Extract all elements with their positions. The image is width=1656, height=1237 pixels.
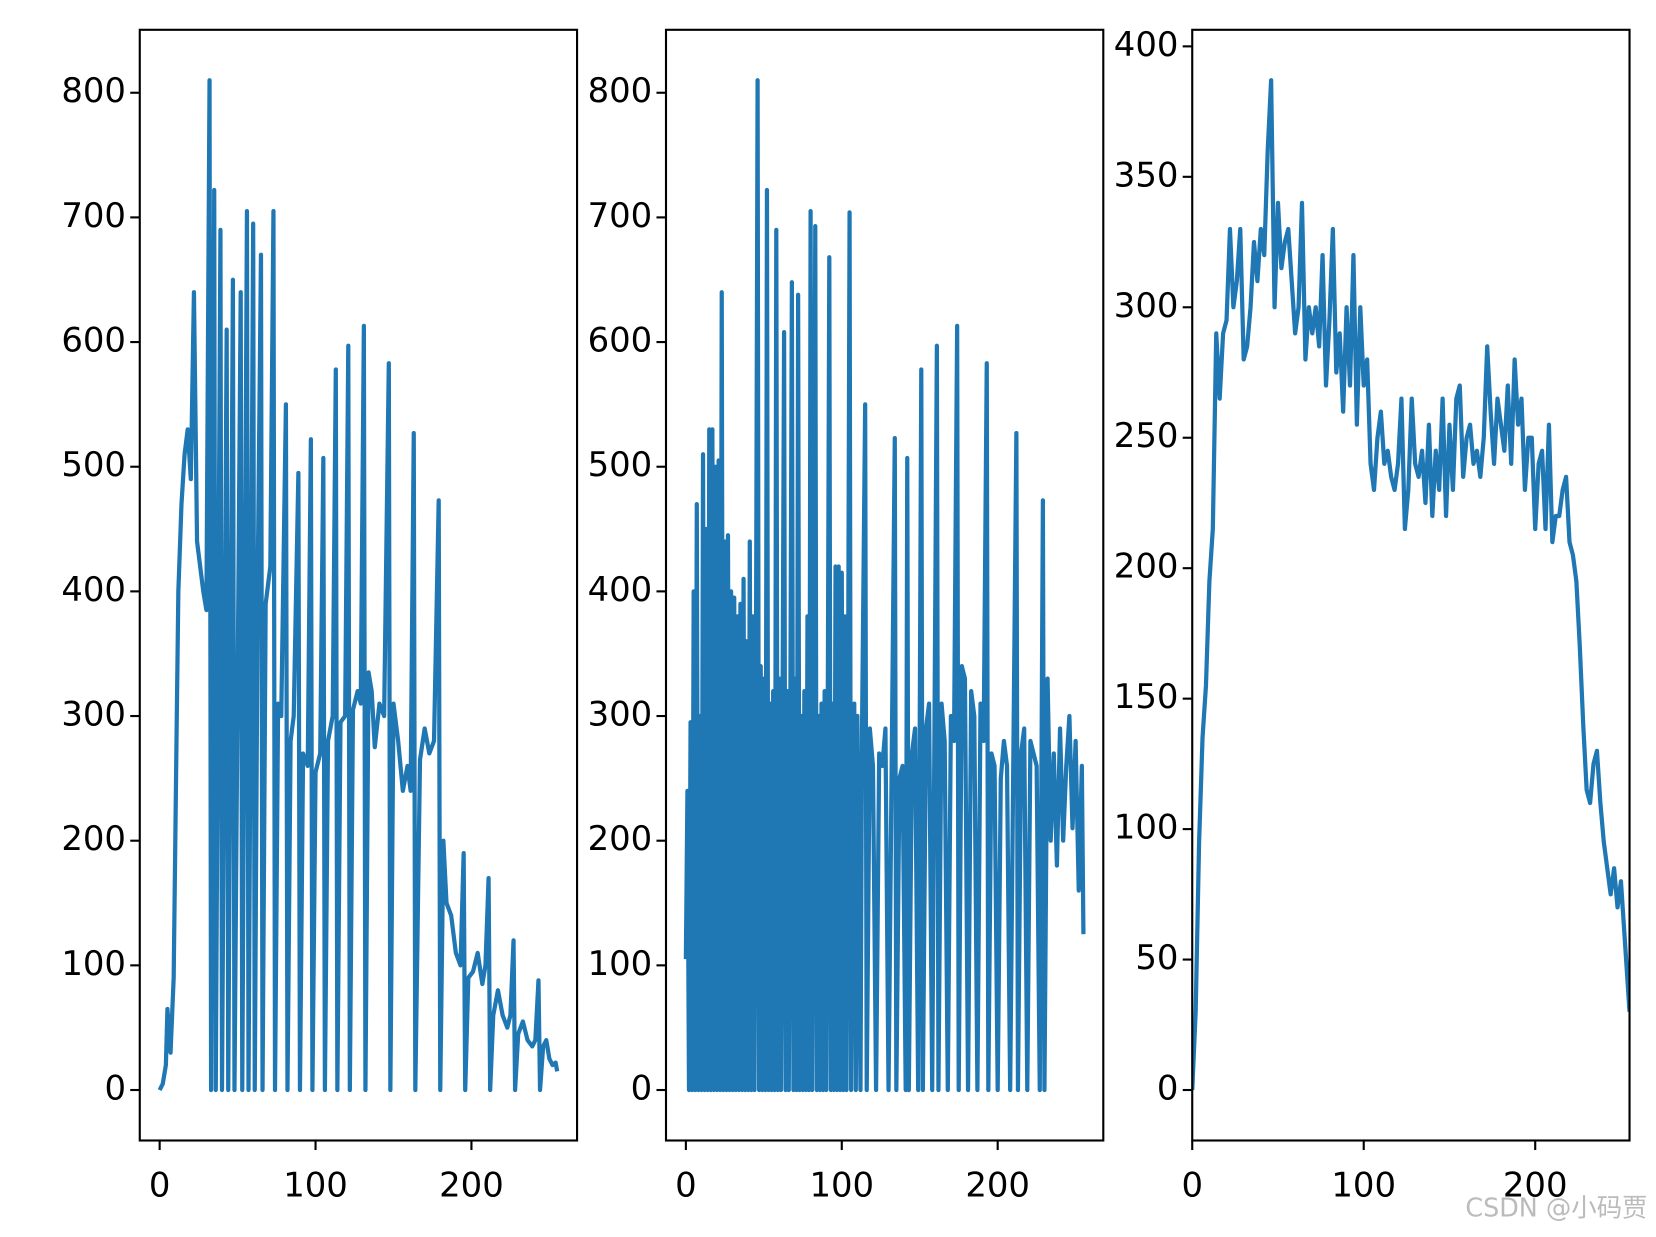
- plot-area: [683, 78, 1086, 1093]
- y-tick-label: 50: [1135, 938, 1178, 977]
- y-tick-label: 700: [588, 196, 653, 235]
- y-tick-label: 100: [588, 944, 653, 983]
- y-tick-label: 350: [1114, 155, 1179, 194]
- subplot: 0 50 100 150 200 250 300 350 400 0 100 200: [1114, 25, 1631, 1205]
- y-tick-label: 500: [61, 445, 126, 484]
- plot-area: [157, 78, 560, 1093]
- y-tick-label: 800: [61, 71, 126, 110]
- y-tick-label: 600: [61, 321, 126, 360]
- y-tick-label: 0: [631, 1069, 653, 1108]
- x-tick-label: 100: [809, 1166, 874, 1205]
- y-tick-label: 500: [588, 445, 653, 484]
- y-tick-label: 150: [1114, 677, 1179, 716]
- subplot: 0 100 200 300 400 500 600 700 800 0 100 200: [61, 28, 579, 1205]
- y-tick-label: 0: [1157, 1069, 1179, 1108]
- x-tick-label: 0: [149, 1166, 171, 1205]
- x-tick-label: 200: [1503, 1166, 1568, 1205]
- y-tick-label: 400: [61, 570, 126, 609]
- plot-area: [1192, 78, 1630, 1091]
- y-tick-label: 300: [1114, 286, 1179, 325]
- y-tick-label: 100: [1114, 808, 1179, 847]
- y-tick-label: 100: [61, 944, 126, 983]
- y-tick-label: 200: [1114, 547, 1179, 586]
- y-tick-label: 600: [588, 321, 653, 360]
- y-tick-label: 400: [1114, 25, 1179, 64]
- x-tick-label: 200: [439, 1166, 504, 1205]
- y-tick-label: 800: [588, 71, 653, 110]
- y-tick-label: 200: [61, 819, 126, 858]
- y-tick-label: 300: [61, 695, 126, 734]
- y-tick-label: 700: [61, 196, 126, 235]
- x-tick-label: 100: [283, 1166, 348, 1205]
- x-tick-label: 200: [965, 1166, 1030, 1205]
- x-tick-label: 0: [675, 1166, 697, 1205]
- y-tick-label: 0: [104, 1069, 126, 1108]
- watermark: CSDN @小码贾: [1465, 1192, 1647, 1222]
- y-tick-label: 200: [588, 819, 653, 858]
- y-tick-label: 300: [588, 695, 653, 734]
- y-tick-label: 250: [1114, 416, 1179, 455]
- x-tick-label: 100: [1331, 1166, 1396, 1205]
- axes-frame: [138, 28, 579, 1142]
- subplot: 0 100 200 300 400 500 600 700 800 0 100 200: [588, 28, 1105, 1205]
- axes-frame: [1191, 28, 1631, 1142]
- data-line: [157, 78, 560, 1093]
- y-tick-label: 400: [588, 570, 653, 609]
- data-line: [1192, 78, 1630, 1091]
- x-tick-label: 0: [1181, 1166, 1203, 1205]
- data-line: [683, 78, 1086, 1093]
- axes-frame: [664, 28, 1105, 1142]
